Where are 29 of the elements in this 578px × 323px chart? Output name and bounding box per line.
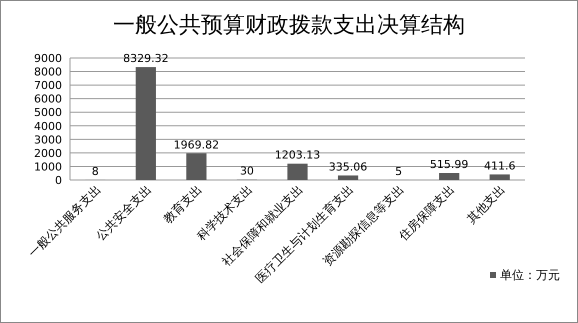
y-tick-label: 5000 [34, 106, 62, 120]
y-tick-label: 0 [55, 174, 62, 187]
y-tick-label: 9000 [34, 52, 62, 65]
x-tick-label: 其他支出 [464, 182, 508, 226]
y-tick-label: 2000 [34, 146, 62, 160]
x-tick-label: 教育支出 [160, 182, 205, 226]
bar [338, 175, 358, 180]
data-label: 335.06 [328, 160, 368, 174]
y-tick-label: 3000 [34, 133, 62, 146]
bar [186, 153, 206, 180]
legend-label: 单位：万元 [500, 268, 560, 282]
bar [287, 164, 308, 180]
y-tick-label: 7000 [34, 79, 62, 92]
y-tick-label: 1000 [34, 160, 62, 174]
y-tick-label: 6000 [34, 92, 62, 106]
chart-title: 一般公共预算财政拨款支出决算结构 [113, 13, 465, 38]
data-label: 30 [240, 164, 254, 178]
data-label: 8329.32 [123, 52, 169, 66]
bar [439, 173, 460, 180]
y-tick-label: 4000 [34, 120, 62, 133]
data-label: 1969.82 [174, 138, 220, 152]
bar [490, 174, 510, 180]
data-label: 1203.13 [274, 148, 320, 162]
bar [136, 67, 156, 180]
data-label: 515.99 [430, 158, 468, 172]
data-label: 411.6 [484, 159, 516, 172]
y-tick-label: 8000 [34, 66, 62, 79]
data-label: 8 [92, 164, 99, 178]
data-label: 5 [395, 164, 402, 178]
